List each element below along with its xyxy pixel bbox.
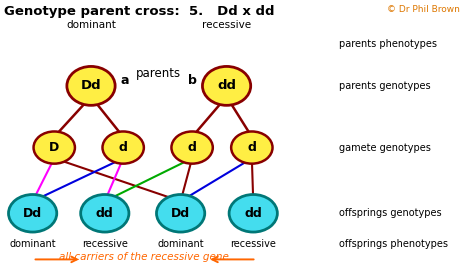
Text: parents phenotypes: parents phenotypes [339, 39, 437, 49]
Ellipse shape [172, 131, 213, 164]
Text: d: d [247, 141, 256, 154]
Text: gamete genotypes: gamete genotypes [339, 143, 431, 153]
Text: a: a [121, 74, 129, 87]
Ellipse shape [229, 195, 277, 232]
Text: D: D [49, 141, 59, 154]
Text: d: d [119, 141, 128, 154]
Text: dd: dd [245, 207, 262, 220]
Text: dd: dd [96, 207, 114, 220]
Text: offsprings genotypes: offsprings genotypes [339, 208, 442, 218]
Ellipse shape [67, 66, 115, 105]
Text: recessive: recessive [82, 239, 128, 249]
Text: Genotype parent cross:  5.   Dd x dd: Genotype parent cross: 5. Dd x dd [4, 5, 274, 18]
Ellipse shape [231, 131, 273, 164]
Text: Dd: Dd [81, 79, 101, 92]
Text: offsprings phenotypes: offsprings phenotypes [339, 239, 448, 249]
Text: Dd: Dd [23, 207, 42, 220]
Text: dominant: dominant [9, 239, 56, 249]
Text: d: d [188, 141, 197, 154]
Ellipse shape [202, 66, 251, 105]
Text: all carriers of the recessive gene: all carriers of the recessive gene [59, 251, 229, 262]
Text: © Dr Phil Brown: © Dr Phil Brown [387, 5, 460, 14]
Ellipse shape [81, 195, 129, 232]
Ellipse shape [34, 131, 75, 164]
Text: parents: parents [136, 67, 181, 80]
Text: parents genotypes: parents genotypes [339, 81, 431, 91]
Text: b: b [188, 74, 197, 87]
Text: dominant: dominant [66, 20, 116, 30]
Ellipse shape [156, 195, 205, 232]
Text: Dd: Dd [171, 207, 190, 220]
Text: dominant: dominant [157, 239, 204, 249]
Text: recessive: recessive [230, 239, 276, 249]
Ellipse shape [9, 195, 57, 232]
Text: dd: dd [217, 79, 236, 92]
Text: recessive: recessive [202, 20, 251, 30]
Ellipse shape [102, 131, 144, 164]
